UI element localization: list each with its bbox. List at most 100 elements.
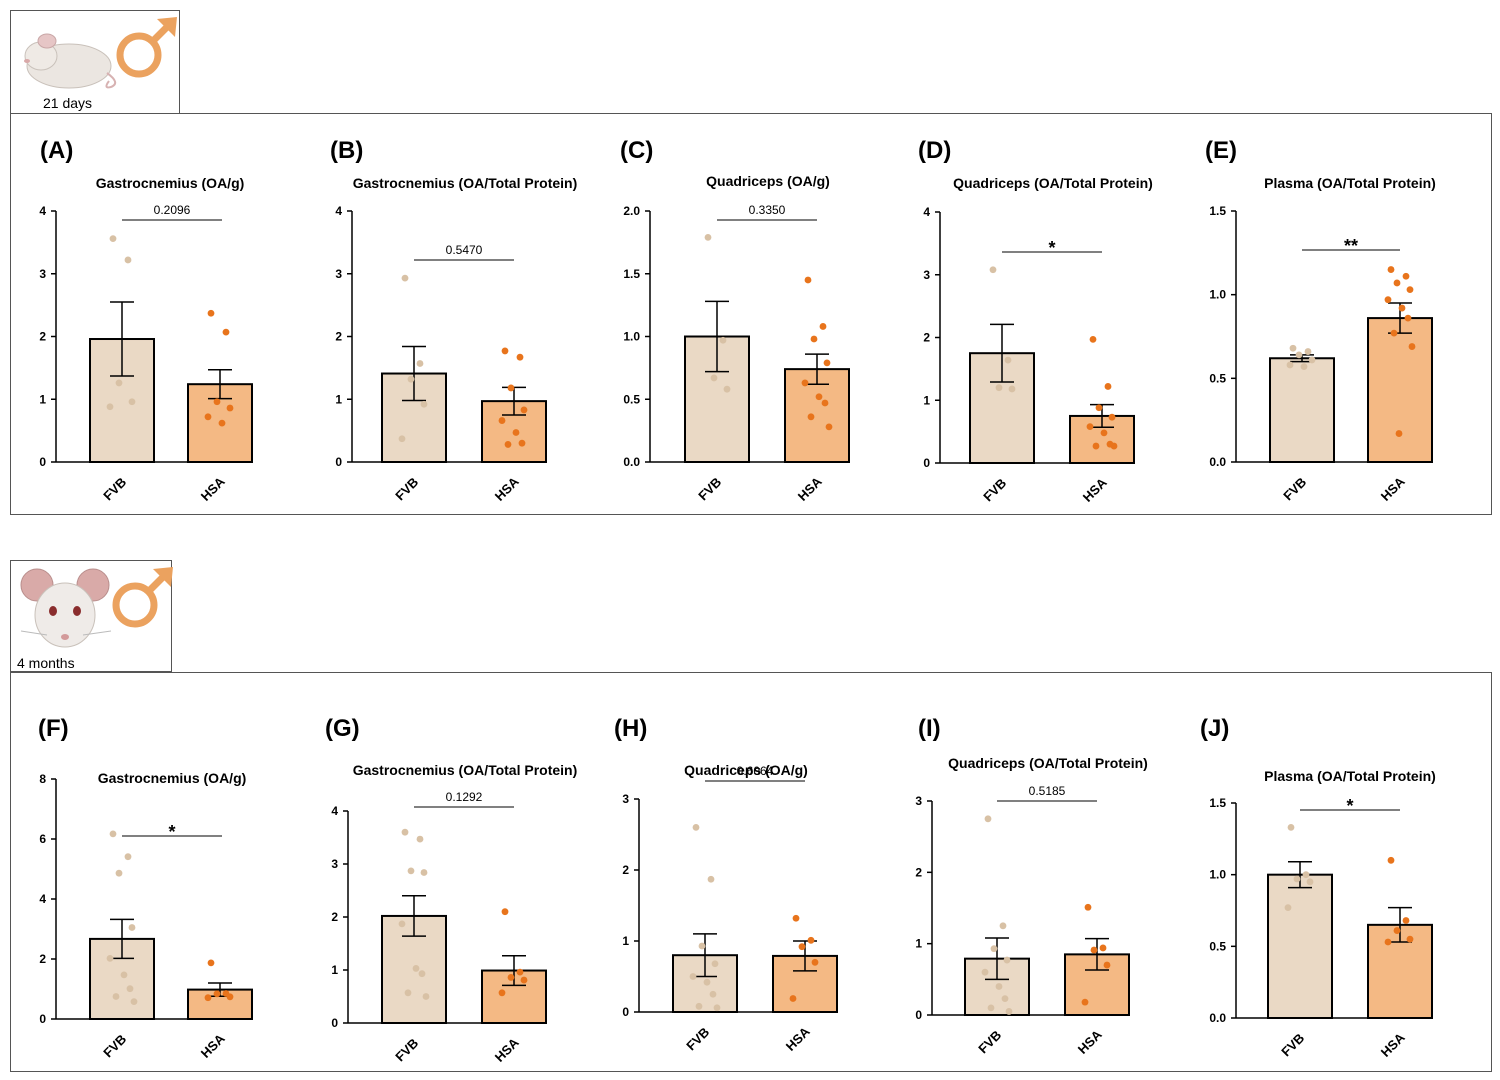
- male-symbol-icon: [116, 17, 177, 78]
- data-point: [1284, 904, 1292, 912]
- data-point: [1393, 279, 1401, 287]
- data-point: [124, 853, 132, 861]
- data-point: [1090, 946, 1098, 954]
- data-point: [501, 908, 509, 916]
- x-tick-label: FVB: [980, 475, 1009, 504]
- bar-fvb: [1267, 873, 1333, 1020]
- bar-hsa: [1367, 923, 1433, 1019]
- data-point: [115, 869, 123, 877]
- y-tick-label: 0: [39, 1012, 46, 1026]
- data-point: [416, 360, 424, 367]
- panel-box-21-days: [10, 113, 1492, 515]
- y-tick-label: 0.5: [623, 392, 640, 406]
- data-point: [1084, 903, 1092, 911]
- data-point: [516, 353, 524, 361]
- data-point: [120, 971, 128, 979]
- y-tick-label: 2: [331, 910, 338, 924]
- data-point: [792, 914, 800, 922]
- significance-label: **: [1344, 236, 1358, 256]
- data-point: [124, 256, 132, 264]
- data-point: [704, 233, 712, 241]
- data-point: [1384, 296, 1392, 304]
- data-point: [128, 924, 136, 931]
- data-point: [1306, 878, 1314, 886]
- data-point: [130, 998, 138, 1005]
- data-point: [810, 335, 818, 343]
- chart-title: Gastrocnemius (OA/Total Protein): [353, 762, 578, 778]
- data-point: [213, 398, 221, 406]
- data-point: [498, 989, 506, 997]
- chart-title: Gastrocnemius (OA/g): [98, 770, 247, 786]
- y-tick-label: 1.0: [1209, 868, 1226, 882]
- data-point: [984, 815, 992, 823]
- y-tick-label: 4: [331, 804, 338, 818]
- y-tick-label: 2: [915, 865, 922, 879]
- data-point: [798, 943, 806, 951]
- data-point: [821, 399, 829, 407]
- data-point: [711, 960, 719, 968]
- data-point: [412, 965, 420, 972]
- data-point: [1384, 938, 1392, 946]
- data-point: [1398, 304, 1406, 312]
- y-tick-label: 0: [622, 1005, 629, 1019]
- data-point: [420, 869, 428, 876]
- y-tick-label: 3: [331, 857, 338, 871]
- data-point: [498, 417, 506, 424]
- data-point: [789, 995, 797, 1002]
- x-tick-label: HSA: [783, 1023, 813, 1053]
- data-point: [1300, 363, 1308, 371]
- data-point: [807, 413, 815, 421]
- data-point: [518, 439, 526, 447]
- y-tick-label: 0: [923, 456, 930, 470]
- significance-label: *: [1048, 238, 1055, 258]
- data-point: [501, 347, 509, 355]
- data-point: [407, 867, 415, 875]
- data-point: [398, 435, 406, 443]
- data-point: [226, 404, 234, 412]
- data-point: [401, 828, 409, 836]
- data-point: [1289, 344, 1297, 352]
- y-tick-label: 3: [622, 792, 629, 806]
- data-point: [204, 994, 212, 1002]
- significance-label: 0.5470: [446, 243, 483, 257]
- significance-label: 0.6064: [737, 764, 774, 778]
- x-tick-label: HSA: [1378, 1029, 1408, 1059]
- data-point: [1081, 998, 1089, 1006]
- data-point: [703, 978, 711, 986]
- y-tick-label: 0: [335, 455, 342, 469]
- y-tick-label: 0: [39, 455, 46, 469]
- data-point: [420, 400, 428, 408]
- data-point: [1004, 356, 1012, 364]
- data-point: [1308, 356, 1316, 364]
- data-point: [804, 276, 812, 284]
- data-point: [507, 974, 515, 981]
- data-point: [710, 374, 718, 382]
- data-point: [811, 958, 819, 966]
- data-point: [204, 413, 212, 421]
- data-point: [1293, 875, 1301, 883]
- data-point: [990, 945, 998, 953]
- chart-title: Plasma (OA/Total Protein): [1264, 768, 1436, 784]
- y-tick-label: 1: [622, 934, 629, 948]
- data-point: [1404, 314, 1412, 322]
- x-tick-label: FVB: [695, 474, 724, 503]
- y-tick-label: 2: [335, 330, 342, 344]
- chart-title: Plasma (OA/Total Protein): [1264, 175, 1436, 191]
- chart-title: Quadriceps (OA/Total Protein): [953, 175, 1153, 191]
- data-point: [989, 266, 997, 274]
- y-tick-label: 0.5: [1209, 371, 1226, 385]
- adult-mouse-face-icon: [20, 568, 112, 648]
- data-point: [398, 920, 406, 928]
- x-tick-label: HSA: [492, 473, 522, 503]
- y-tick-label: 2: [39, 330, 46, 344]
- data-point: [1387, 266, 1395, 273]
- data-point: [1008, 385, 1016, 393]
- data-point: [1286, 361, 1294, 369]
- data-point: [1304, 348, 1312, 355]
- data-point: [1302, 871, 1310, 879]
- data-point: [1099, 944, 1107, 952]
- chart-title: Quadriceps (OA/Total Protein): [948, 755, 1148, 771]
- data-point: [1295, 351, 1303, 359]
- chart-title: Quadriceps (OA/g): [684, 762, 808, 778]
